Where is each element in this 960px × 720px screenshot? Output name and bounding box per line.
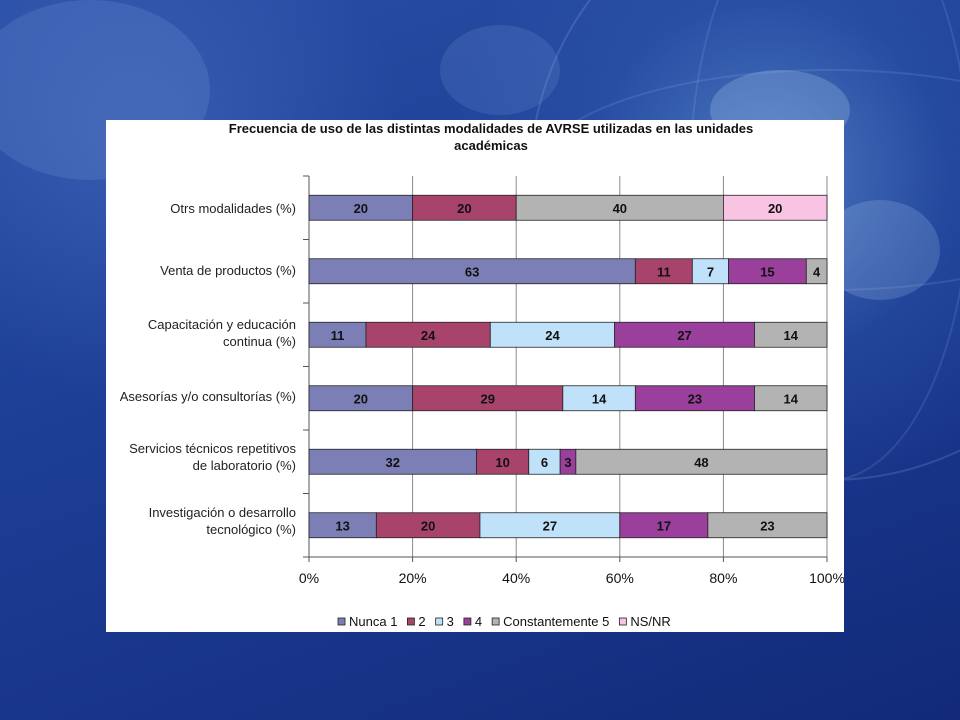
bar-4-1 xyxy=(476,448,530,475)
bar-label-1-4: 4 xyxy=(813,264,821,279)
bar-label-5-4: 23 xyxy=(760,518,774,533)
legend-swatch-1 xyxy=(407,617,415,626)
bar-1-2 xyxy=(691,258,729,285)
x-tick-label-5: 100% xyxy=(809,570,844,586)
legend-label-5: NS/NR xyxy=(630,614,670,629)
bar-0-5 xyxy=(723,194,828,221)
bar-label-5-0: 13 xyxy=(335,518,349,533)
bar-2-4 xyxy=(754,321,828,348)
legend-label-2: 3 xyxy=(447,614,454,629)
bar-3-2 xyxy=(562,385,636,412)
x-tick-label-4: 80% xyxy=(709,570,737,586)
category-label-1: Venta de productos (%) xyxy=(160,263,296,278)
bar-label-5-2: 27 xyxy=(543,518,557,533)
bar-label-5-3: 17 xyxy=(657,518,671,533)
bar-label-3-2: 14 xyxy=(592,391,607,406)
x-tick-label-2: 40% xyxy=(502,570,530,586)
bar-3-0 xyxy=(308,385,413,412)
bar-1-4 xyxy=(805,258,828,285)
bar-label-4-2: 6 xyxy=(541,455,548,470)
bar-label-1-0: 63 xyxy=(465,264,479,279)
bar-label-0-1: 20 xyxy=(457,201,471,216)
chart-title-line1: Frecuencia de uso de las distintas modal… xyxy=(228,121,754,136)
bar-1-0 xyxy=(308,258,636,285)
bar-label-1-3: 15 xyxy=(760,264,774,279)
bar-label-3-4: 14 xyxy=(784,391,799,406)
bar-label-5-1: 20 xyxy=(421,518,435,533)
bar-2-2 xyxy=(489,321,616,348)
bar-label-1-2: 7 xyxy=(707,264,714,279)
category-label-4: Servicios técnicos repetitivos de laborat… xyxy=(129,441,296,473)
bar-5-1 xyxy=(375,512,481,539)
chart-title-line2: académicas xyxy=(454,138,528,153)
x-tick-label-0: 0% xyxy=(299,570,319,586)
plot-area xyxy=(309,176,827,557)
bar-label-0-0: 20 xyxy=(354,201,368,216)
legend-swatch-3 xyxy=(463,617,472,626)
bar-label-3-0: 20 xyxy=(354,391,368,406)
bar-label-0-4: 40 xyxy=(613,201,627,216)
legend-label-3: 4 xyxy=(475,614,482,629)
bar-label-2-2: 24 xyxy=(545,328,560,343)
bar-label-1-1: 11 xyxy=(657,264,671,279)
bar-label-3-1: 29 xyxy=(480,391,494,406)
bar-label-2-0: 11 xyxy=(331,328,345,343)
legend-swatch-2 xyxy=(435,617,444,626)
bar-label-0-5: 20 xyxy=(768,201,782,216)
bar-3-3 xyxy=(634,385,755,412)
bar-label-3-3: 23 xyxy=(688,391,702,406)
bar-4-0 xyxy=(308,448,477,475)
legend-label-1: 2 xyxy=(418,614,425,629)
legend-swatch-4 xyxy=(491,617,500,626)
bar-2-1 xyxy=(365,321,491,348)
bar-0-4 xyxy=(515,194,724,221)
category-label-0: Otrs modalidades (%) xyxy=(170,201,296,216)
bar-label-4-3: 3 xyxy=(564,455,571,470)
category-label-3: Asesorías y/o consultorías (%) xyxy=(119,389,296,404)
bar-1-3 xyxy=(728,258,807,285)
bar-5-0 xyxy=(308,512,377,539)
bar-label-2-1: 24 xyxy=(421,328,436,343)
legend-swatch-5 xyxy=(618,617,627,626)
bar-label-2-3: 27 xyxy=(677,328,691,343)
bar-label-4-4: 48 xyxy=(694,455,708,470)
bar-4-4 xyxy=(575,448,828,475)
legend-label-0: Nunca 1 xyxy=(349,614,397,629)
chart-panel: 0% 20% 40% 60% 80% 100% 20 20 40 20 63 11 7 15 4 11 24 24… xyxy=(106,120,844,632)
x-tick-label-3: 60% xyxy=(606,570,634,586)
category-label-2: Capacitación y educación continua (%) xyxy=(147,317,296,349)
bar-3-1 xyxy=(412,385,564,412)
legend-swatch-0 xyxy=(337,617,346,626)
category-label-5: Investigación o desarrollo tecnológico (%… xyxy=(148,505,296,537)
bar-label-4-0: 32 xyxy=(385,455,399,470)
bar-label-4-1: 10 xyxy=(495,455,509,470)
bar-1-1 xyxy=(634,258,693,285)
x-tick-label-1: 20% xyxy=(399,570,427,586)
legend-label-4: Constantemente 5 xyxy=(503,614,609,629)
bar-5-4 xyxy=(707,512,828,539)
bar-label-2-4: 14 xyxy=(784,328,799,343)
bar-3-4 xyxy=(754,385,828,412)
